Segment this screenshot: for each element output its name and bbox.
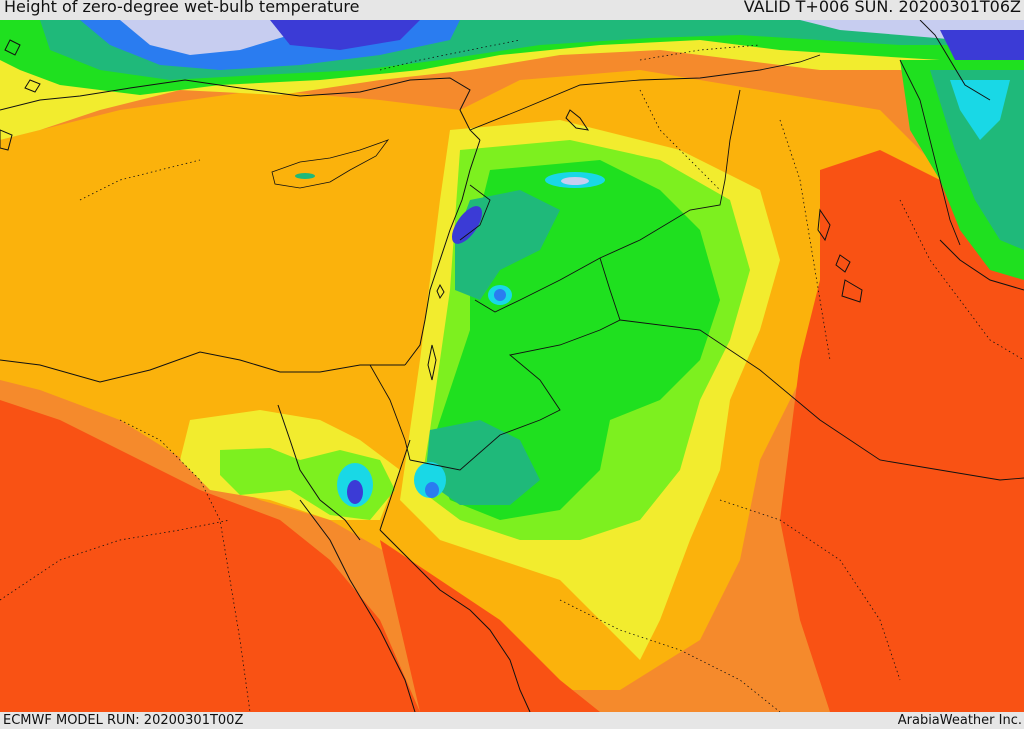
provincial-borders xyxy=(0,39,1024,712)
field-blue-spot-2 xyxy=(494,289,506,301)
field-teal-south xyxy=(425,420,540,505)
field-blue-spot-1 xyxy=(451,206,483,244)
country-borders xyxy=(369,54,1024,481)
field-red-east xyxy=(780,150,1024,712)
field-north-blue-2 xyxy=(270,20,420,50)
field-blue-spot-4 xyxy=(425,482,439,498)
map-canvas xyxy=(0,20,1024,712)
field-red-south xyxy=(380,540,600,712)
footer-bar: ECMWF MODEL RUN: 20200301T00Z ArabiaWeat… xyxy=(0,712,1024,729)
header-bar: Height of zero-degree wet-bulb temperatu… xyxy=(0,0,1024,22)
field-east-cyan xyxy=(950,80,1010,140)
field-blue-spot-3 xyxy=(347,480,363,504)
field-red-sw xyxy=(0,400,420,712)
weather-map xyxy=(0,20,1024,712)
brand-label: ArabiaWeather Inc. xyxy=(897,713,1022,728)
model-run-label: ECMWF MODEL RUN: 20200301T00Z xyxy=(3,713,244,728)
map-title: Height of zero-degree wet-bulb temperatu… xyxy=(4,0,360,16)
valid-time: VALID T+006 SUN. 20200301T06Z xyxy=(743,0,1021,16)
cyprus-cold-spot xyxy=(295,173,315,179)
field-north-lavender xyxy=(120,20,300,55)
field-light-spot-1 xyxy=(561,177,589,185)
coastlines xyxy=(0,20,1024,712)
